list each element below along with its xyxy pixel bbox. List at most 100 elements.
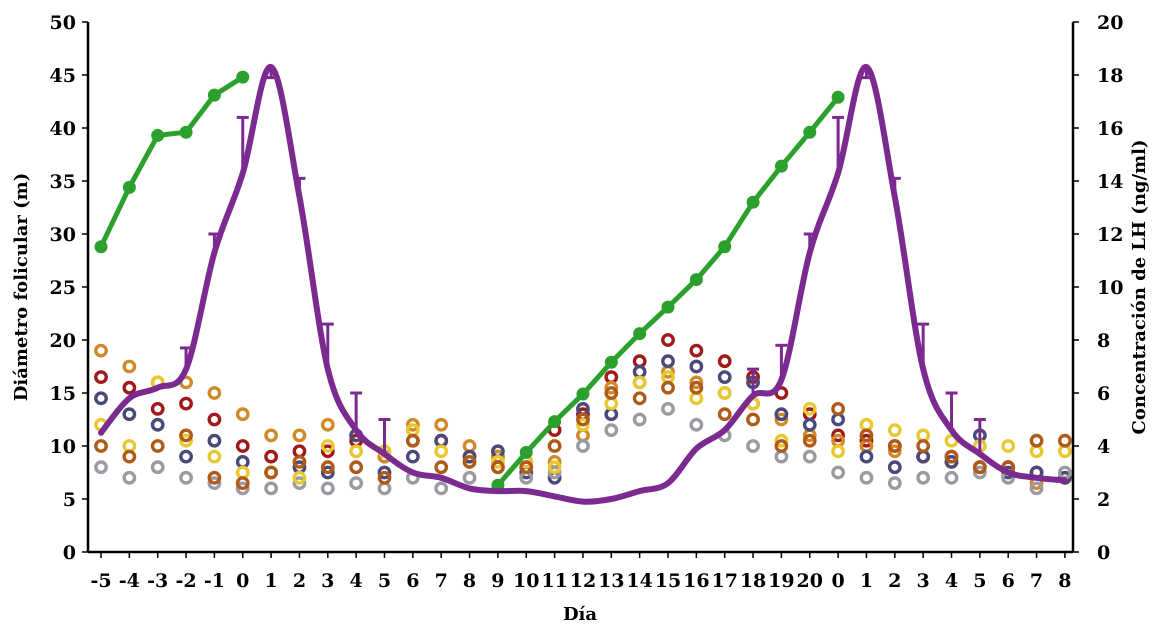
y2-axis-title: Concentración de LH (ng/ml) xyxy=(1129,140,1150,435)
ring-marker xyxy=(462,470,477,485)
ring-marker xyxy=(916,428,931,443)
x-tick-label: 10 xyxy=(513,570,539,592)
ring-marker xyxy=(434,417,449,432)
x-tick-label: 5 xyxy=(973,570,986,592)
ring-marker xyxy=(944,470,959,485)
ring-marker xyxy=(604,407,619,422)
ring-marker xyxy=(490,460,505,475)
y-tick-label: 35 xyxy=(50,171,76,193)
ring-marker xyxy=(831,465,845,480)
ring-marker xyxy=(802,449,817,464)
ring-marker xyxy=(462,454,477,469)
x-tick-label: 0 xyxy=(236,570,249,592)
ring-marker xyxy=(802,433,817,448)
ring-marker xyxy=(150,417,165,432)
ring-marker xyxy=(547,460,562,475)
ring-marker xyxy=(122,449,137,464)
ring-marker xyxy=(94,460,108,475)
ring-marker xyxy=(235,476,250,490)
ring-marker xyxy=(916,470,931,485)
ring-marker xyxy=(661,354,675,369)
x-tick-label: 15 xyxy=(655,570,681,592)
ring-marker xyxy=(462,449,477,464)
follicle-line xyxy=(98,74,245,248)
ring-marker xyxy=(887,460,902,475)
ring-marker xyxy=(94,439,108,453)
ring-marker xyxy=(349,476,364,490)
ring-marker xyxy=(576,417,590,432)
y2-tick-label: 10 xyxy=(1097,277,1123,299)
follicle-point xyxy=(774,159,788,173)
ring-marker xyxy=(434,481,449,496)
ring-marker xyxy=(377,465,392,480)
x-tick-label: 2 xyxy=(293,570,306,592)
ring-marker xyxy=(292,428,307,443)
follicle-point xyxy=(122,180,136,194)
ring-marker xyxy=(122,359,137,374)
ring-marker xyxy=(774,439,789,453)
ring-marker xyxy=(320,444,335,459)
y-tick-label: 50 xyxy=(50,12,76,34)
y2-tick-label: 8 xyxy=(1097,330,1110,352)
y-tick-label: 5 xyxy=(63,489,76,511)
x-tick-label: 1 xyxy=(860,570,873,592)
ring-marker xyxy=(434,433,449,448)
ring-marker xyxy=(235,454,250,469)
ring-marker xyxy=(604,370,619,384)
x-axis-title: Día xyxy=(563,604,597,625)
ring-marker xyxy=(689,391,704,406)
follicle-point xyxy=(831,90,845,104)
y-tick-label: 45 xyxy=(50,65,76,87)
ring-marker xyxy=(1029,433,1044,448)
ring-marker xyxy=(576,439,590,453)
ring-marker xyxy=(122,439,137,453)
ring-marker xyxy=(1001,439,1016,453)
ring-marker xyxy=(150,439,165,453)
ring-marker xyxy=(349,460,364,475)
follicle-point xyxy=(151,128,165,142)
ring-marker xyxy=(689,343,704,358)
ring-marker xyxy=(179,470,193,485)
ring-marker xyxy=(1058,433,1072,448)
ring-marker xyxy=(462,439,477,453)
ring-marker xyxy=(859,470,874,485)
ring-marker xyxy=(774,449,789,464)
ring-marker xyxy=(235,439,250,453)
follicle-point xyxy=(236,70,250,84)
ring-marker xyxy=(887,476,902,490)
ring-marker xyxy=(859,428,874,443)
ring-marker xyxy=(264,481,278,496)
ring-marker xyxy=(632,364,647,379)
follicle-point xyxy=(548,415,562,429)
ring-marker xyxy=(1029,481,1044,496)
ring-marker xyxy=(802,417,817,432)
ring-marker xyxy=(264,465,278,480)
y-tick-label: 25 xyxy=(50,277,76,299)
y2-tick-label: 4 xyxy=(1097,436,1110,458)
y2-tick-label: 20 xyxy=(1097,12,1123,34)
x-tick-label: 2 xyxy=(888,570,901,592)
ring-marker xyxy=(377,481,392,496)
ring-marker xyxy=(576,428,590,443)
y-tick-label: 15 xyxy=(50,383,76,405)
x-tick-label: 8 xyxy=(463,570,476,592)
follicle-point xyxy=(179,125,193,139)
ring-marker xyxy=(405,417,420,432)
y2-tick-label: 0 xyxy=(1097,542,1110,564)
ring-marker xyxy=(292,470,307,485)
ring-marker xyxy=(689,417,704,432)
follicle-point xyxy=(718,240,732,254)
ring-marker xyxy=(235,481,250,496)
ring-marker xyxy=(774,412,789,427)
ring-marker xyxy=(94,343,108,358)
y-axis-title: Diámetro folicular (m) xyxy=(11,173,32,401)
x-tick-label: -2 xyxy=(175,570,196,592)
x-tick-label: 14 xyxy=(626,570,652,592)
ring-marker xyxy=(916,439,931,453)
ring-marker xyxy=(831,428,845,443)
ring-marker xyxy=(179,449,193,464)
ring-marker xyxy=(405,449,420,464)
ring-marker xyxy=(405,433,420,448)
ring-marker xyxy=(632,354,647,369)
